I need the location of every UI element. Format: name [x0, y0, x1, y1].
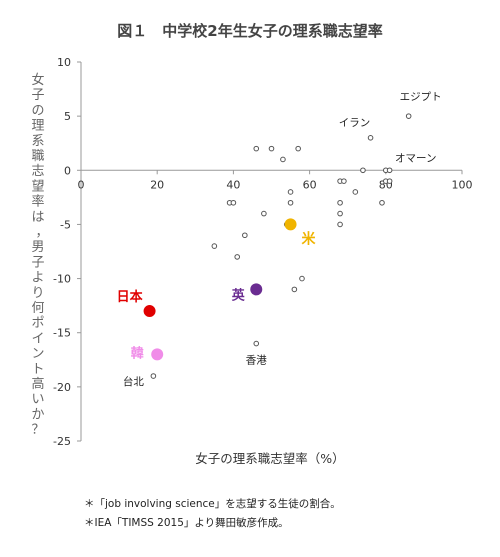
y-axis-label-char: 職 — [31, 149, 44, 164]
x-tick-label: 100 — [452, 178, 473, 191]
highlighted-points: 日本 英 米韓 — [117, 218, 317, 361]
scatter-point — [386, 178, 393, 184]
y-axis-label-char: よ — [31, 271, 44, 286]
scatter-point — [242, 232, 248, 239]
scatter-point — [253, 340, 260, 347]
y-axis-label-char: 望 — [31, 178, 44, 194]
point-annotation: 香港 — [246, 355, 267, 367]
scatter-point — [291, 286, 298, 293]
x-tick-label: 40 — [226, 178, 240, 191]
data-points — [150, 113, 412, 379]
y-axis-label-char: 子 — [31, 88, 44, 103]
point-annotation: オマーン — [395, 152, 436, 164]
x-tick-label: 20 — [150, 178, 164, 191]
chart-title: 図１ 中学校2年生女子の理系職志望率 — [117, 22, 382, 40]
scatter-point — [287, 199, 294, 206]
x-tick-label: 0 — [78, 178, 85, 191]
scatter-point — [268, 145, 275, 152]
point-annotation: イラン — [339, 117, 371, 129]
point-annotation: 台北 — [123, 375, 144, 388]
scatter-point — [386, 167, 393, 174]
scatter-point — [230, 199, 237, 206]
y-tick-label: -5 — [60, 218, 71, 231]
footnote-source: ＊IEA「TIMSS 2015」より舞田敏彦作成。 — [84, 517, 289, 529]
x-tick-label: 60 — [303, 178, 317, 191]
scatter-point — [360, 167, 366, 174]
scatter-point — [367, 135, 374, 141]
y-tick-label: 0 — [64, 164, 71, 177]
y-axis-label-char: イ — [31, 331, 44, 346]
scatter-point — [234, 254, 241, 260]
y-tick-label: -15 — [53, 327, 71, 340]
scatter-point — [337, 221, 343, 228]
y-axis-label-char: ポ — [31, 316, 44, 331]
highlighted-point-label: 日本 — [117, 289, 143, 305]
y-axis-label-char: ン — [31, 347, 44, 362]
scatter-point — [261, 210, 267, 217]
y-tick-label: 5 — [64, 110, 71, 123]
highlighted-point — [284, 218, 297, 231]
scatter-point — [253, 145, 260, 152]
highlighted-point — [151, 348, 164, 361]
y-axis-label-char: 子 — [31, 255, 44, 270]
y-axis-label-char: ？ — [31, 423, 44, 438]
scatter-point — [299, 275, 305, 282]
highlighted-point-label: 韓 — [131, 345, 144, 361]
y-axis-label-char: い — [31, 392, 44, 407]
footnote-definition: ＊「job involving science」を志望する生徒の割合。 — [84, 498, 341, 510]
y-axis-label-char: 率 — [31, 194, 44, 210]
y-axis-label-char: 理 — [31, 119, 44, 134]
scatter-point — [341, 178, 347, 184]
y-axis-label-char: 男 — [31, 240, 44, 255]
y-tick-label: 10 — [57, 56, 71, 69]
scatter-point — [337, 210, 343, 217]
y-axis-label-char: 女 — [31, 72, 44, 88]
scatter-point — [405, 113, 412, 119]
y-axis-label-char: り — [31, 286, 44, 301]
y-axis-label-char: 系 — [31, 134, 44, 149]
y-tick-label: -10 — [53, 273, 71, 286]
scatter-point — [211, 243, 218, 249]
y-axis-label-char: 何 — [31, 300, 44, 316]
y-axis-label-char: 志 — [31, 164, 44, 179]
scatter-point — [287, 189, 294, 195]
scatter-point — [150, 373, 157, 379]
y-tick-label: -20 — [53, 381, 71, 394]
scatter-point — [352, 189, 359, 195]
y-axis-label-char: ト — [31, 362, 44, 377]
point-annotation: エジプト — [400, 91, 442, 103]
y-axis-label-char: の — [31, 103, 44, 118]
scatter-point — [280, 156, 286, 163]
scatter-point — [295, 145, 301, 152]
y-axis-label-char: ， — [35, 225, 48, 240]
scatter-point — [379, 199, 385, 206]
y-axis-label-char: 高 — [31, 376, 44, 392]
y-axis-label-char: か — [31, 407, 44, 422]
x-axis-label: 女子の理系職志望率（%） — [195, 451, 344, 466]
highlighted-point — [250, 283, 263, 296]
scatter-point — [337, 199, 343, 206]
y-tick-label: -25 — [53, 435, 71, 448]
y-axis-label-char: は — [31, 210, 44, 225]
highlighted-point-label: 米 — [302, 230, 317, 247]
highlighted-point — [143, 305, 156, 318]
highlighted-point-label: 英 — [231, 287, 246, 303]
